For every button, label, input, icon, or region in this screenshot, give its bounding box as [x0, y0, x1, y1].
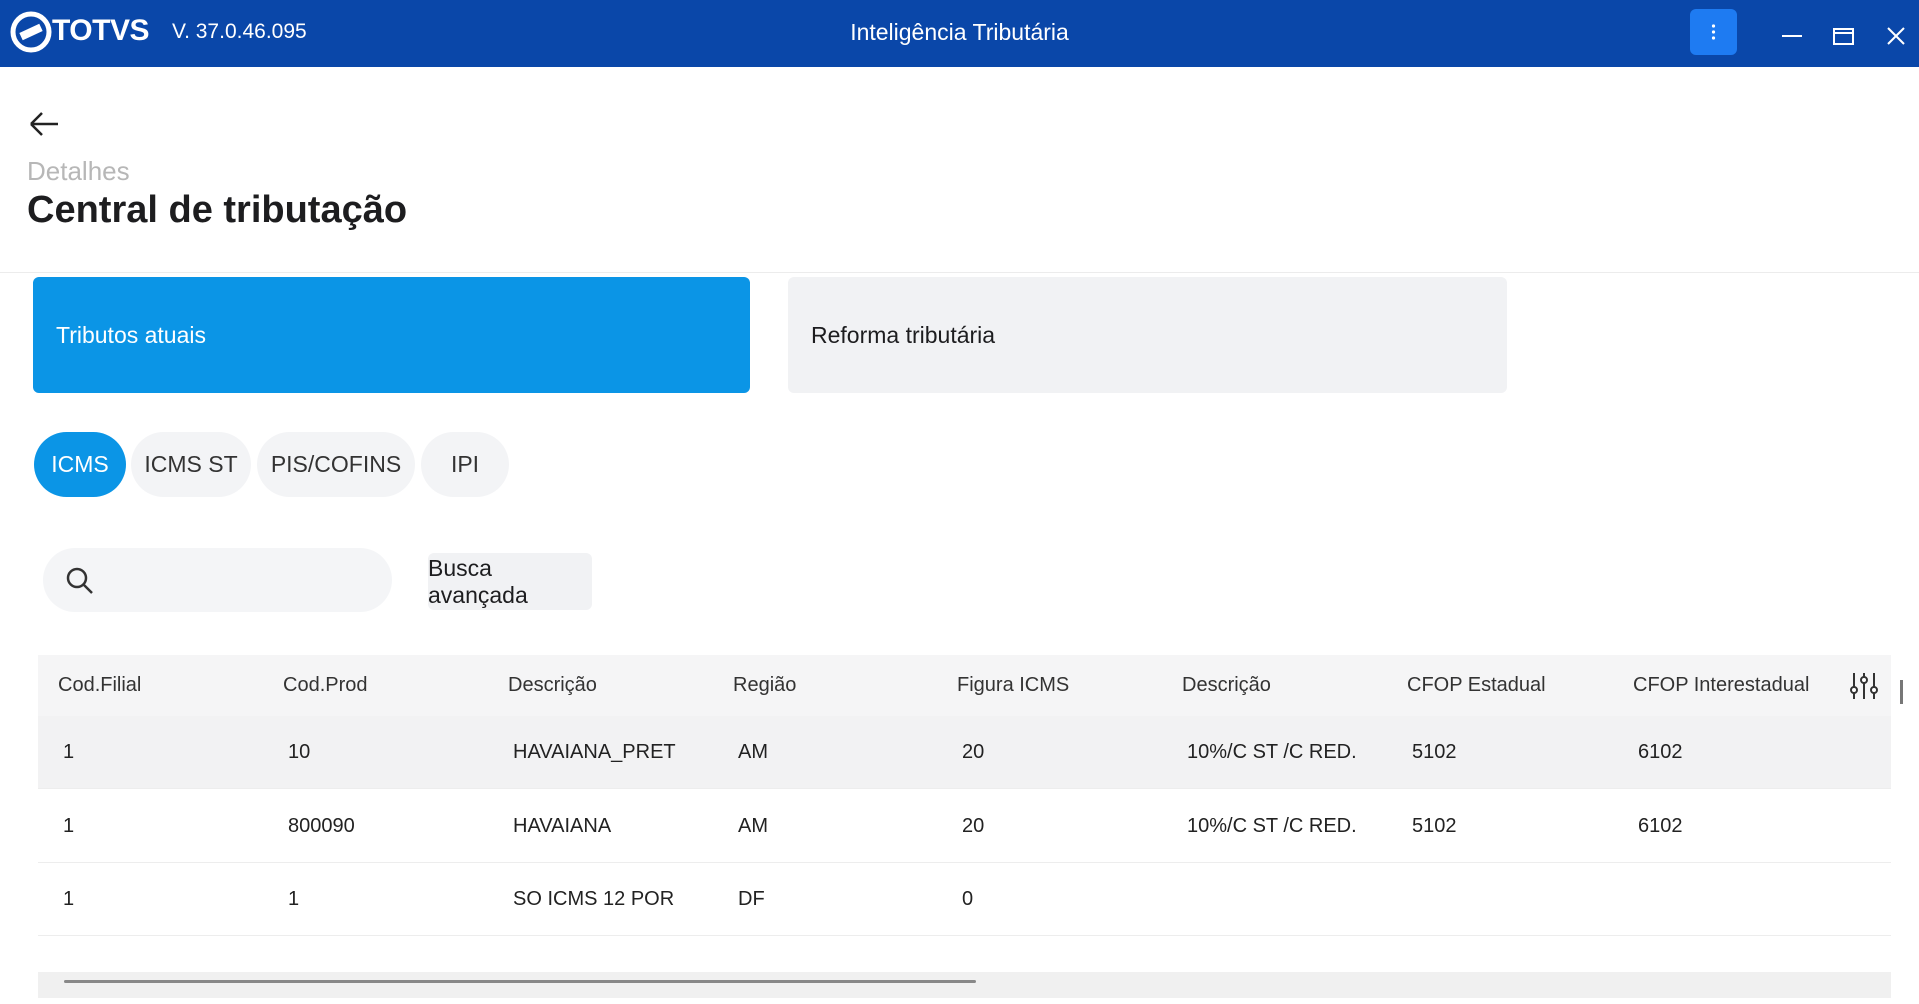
table-header: Cod.Filial Cod.Prod Descrição Região Figura …	[38, 655, 1891, 716]
scroll-thumb[interactable]	[64, 980, 976, 983]
tax-pill[interactable]: IPI	[421, 432, 509, 497]
menu-button[interactable]	[1690, 9, 1737, 55]
column-header: Cod.Prod	[283, 674, 368, 696]
column-header: CFOP Estadual	[1407, 674, 1546, 696]
column-header: Figura ICMS	[957, 674, 1070, 696]
tax-pill[interactable]: ICMS	[34, 432, 126, 497]
table-cell: 20	[962, 814, 985, 837]
title-bar: TOTVS V. 37.0.46.095 Inteligência Tribut…	[0, 0, 1919, 67]
tax-pill[interactable]: ICMS ST	[131, 432, 251, 497]
column-header: CFOP Interestadual	[1633, 674, 1810, 696]
maximize[interactable]	[1833, 28, 1854, 45]
table-cell: 5102	[1412, 814, 1457, 837]
column-header: Região	[733, 674, 797, 696]
table-cell: 10	[288, 741, 311, 763]
version: V. 37.0.46.095	[172, 20, 307, 43]
table-cell: 1	[63, 888, 75, 910]
table-cell: 6102	[1638, 741, 1683, 763]
table-cell: 10%/C ST /C RED.	[1187, 741, 1357, 763]
vertical-scrollbar	[1900, 680, 1903, 704]
table-cell: 20	[962, 741, 985, 763]
table-cell: SO ICMS 12 POR	[513, 888, 675, 910]
table-cell: 0	[962, 888, 974, 910]
close[interactable]	[1887, 27, 1905, 45]
table-cell: 1	[288, 888, 300, 910]
logo-icon	[10, 11, 52, 53]
table-cell: 800090	[288, 814, 355, 837]
table-cell: DF	[738, 888, 765, 910]
table-cell: 5102	[1412, 741, 1457, 763]
divider	[0, 272, 1919, 273]
table-cell: AM	[738, 741, 768, 763]
tab-card[interactable]: Reforma tributária	[788, 277, 1507, 393]
column-header: Cod.Filial	[58, 674, 142, 696]
tab-card[interactable]: Tributos atuais	[33, 277, 750, 393]
table-row[interactable]: 1 800090 HAVAIANA AM 20 10%/C ST /C RED. 5102 6…	[38, 789, 1891, 863]
horizontal-scrollbar	[38, 972, 1891, 998]
page-title: Central de tributação	[27, 189, 408, 231]
back-button[interactable]	[28, 110, 62, 138]
table-cell: 1	[63, 814, 75, 837]
column-settings[interactable]	[1848, 671, 1880, 701]
window-controls	[1782, 27, 1905, 45]
table-row[interactable]: 1 1 SO ICMS 12 POR DF 0	[38, 863, 1891, 936]
table-cell: 1	[63, 741, 75, 763]
search-input[interactable]	[43, 548, 392, 612]
column-header: Descrição	[508, 674, 597, 696]
table-row[interactable]: 1 10 HAVAIANA_PRET AM 20 10%/C ST /C RED. 5102…	[38, 716, 1891, 789]
brand: TOTVS	[52, 14, 149, 47]
table-cell: HAVAIANA_PRET	[513, 741, 676, 763]
breadcrumb: Detalhes	[27, 156, 130, 186]
table-cell: 10%/C ST /C RED.	[1187, 814, 1357, 837]
tax-pill[interactable]: PIS/COFINS	[257, 432, 415, 497]
table-cell: HAVAIANA	[513, 814, 612, 837]
table-cell: AM	[738, 814, 768, 837]
table-cell: 6102	[1638, 814, 1683, 837]
app-title: Inteligência Tributária	[850, 19, 1069, 45]
column-header: Descrição	[1182, 674, 1271, 696]
advanced-search-button[interactable]: Busca avançada	[428, 553, 592, 610]
